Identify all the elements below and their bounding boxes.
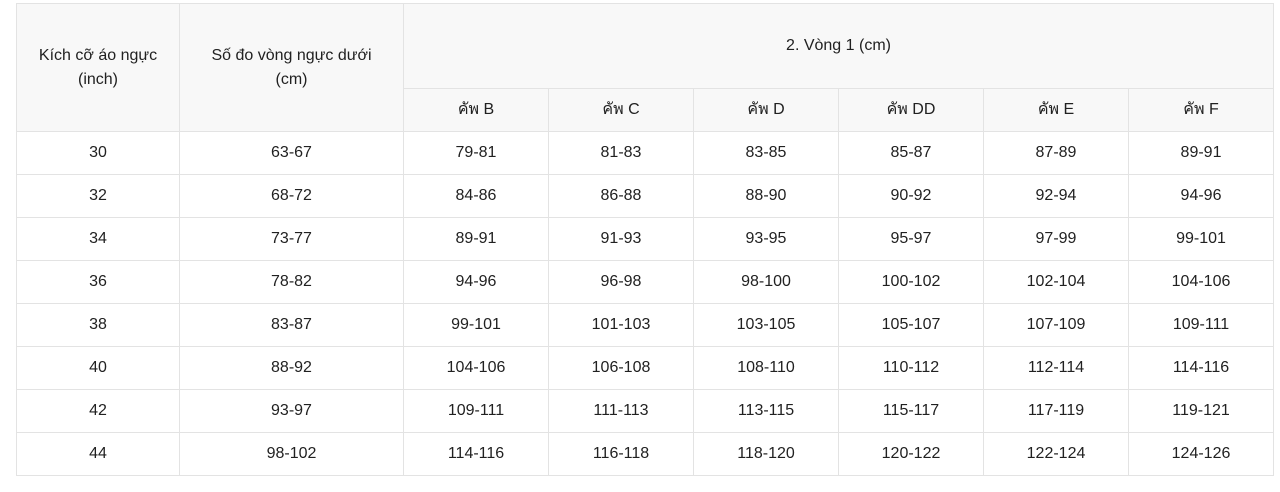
table-cell: 113-115: [693, 389, 839, 433]
table-cell: 99-101: [403, 303, 549, 347]
table-row: 42 93-97 109-111 111-113 113-115 115-117 117-1…: [16, 389, 1275, 433]
table-cell: 78-82: [179, 260, 404, 304]
table-body: 30 63-67 79-81 81-83 83-85 85-87 87-89 89-91 32 6…: [16, 131, 1275, 476]
table-cell: 93-97: [179, 389, 404, 433]
table-cell: 102-104: [983, 260, 1129, 304]
size-chart-container: Kích cỡ áo ngực (inch) Số đo vòng ngực d…: [16, 3, 1275, 476]
table-row: 30 63-67 79-81 81-83 83-85 85-87 87-89 89-91: [16, 131, 1275, 175]
table-cell: 120-122: [838, 432, 984, 476]
table-cell: 94-96: [1127, 174, 1275, 218]
table-cell: 114-116: [1127, 346, 1275, 390]
table-cell: 100-102: [838, 260, 984, 304]
table-cell: 89-91: [403, 217, 549, 261]
table-cell: 98-102: [179, 432, 404, 476]
table-cell: 84-86: [403, 174, 549, 218]
table-cell: 109-111: [1127, 303, 1275, 347]
table-cell: 34: [16, 217, 180, 261]
table-cell: 124-126: [1127, 432, 1275, 476]
table-cell: 93-95: [693, 217, 839, 261]
table-cell: 115-117: [838, 389, 984, 433]
header-row-cups: คัพ B คัพ C คัพ D คัพ DD คัพ E คัพ F: [17, 88, 1275, 132]
table-row: 34 73-77 89-91 91-93 93-95 95-97 97-99 99-101: [16, 217, 1275, 261]
table-cell: 110-112: [838, 346, 984, 390]
table-cell: 99-101: [1127, 217, 1275, 261]
table-row: 32 68-72 84-86 86-88 88-90 90-92 92-94 94-96: [16, 174, 1275, 218]
column-header-underbust-unit: (cm): [275, 70, 308, 88]
column-header-underbust: Số đo vòng ngực dưới (cm): [179, 3, 404, 132]
table-cell: 114-116: [403, 432, 549, 476]
table-cell: 79-81: [403, 131, 549, 175]
table-cell: 108-110: [693, 346, 839, 390]
table-cell: 104-106: [1127, 260, 1275, 304]
column-header-cup-b: คัพ B: [403, 88, 549, 132]
table-cell: 36: [16, 260, 180, 304]
table-cell: 83-87: [179, 303, 404, 347]
column-header-cup-e: คัพ E: [983, 88, 1129, 132]
table-cell: 109-111: [403, 389, 549, 433]
table-cell: 118-120: [693, 432, 839, 476]
table-cell: 32: [16, 174, 180, 218]
column-header-bra-size-label: Kích cỡ áo ngực: [38, 47, 158, 65]
column-header-cup-dd: คัพ DD: [838, 88, 984, 132]
bra-size-chart-table: Kích cỡ áo ngực (inch) Số đo vòng ngực d…: [16, 3, 1275, 476]
column-header-bra-size-unit: (inch): [77, 70, 118, 88]
table-cell: 117-119: [983, 389, 1129, 433]
table-cell: 97-99: [983, 217, 1129, 261]
table-cell: 86-88: [548, 174, 694, 218]
table-cell: 107-109: [983, 303, 1129, 347]
table-cell: 103-105: [693, 303, 839, 347]
header-row-top: Kích cỡ áo ngực (inch) Số đo vòng ngực d…: [16, 3, 1275, 132]
table-cell: 101-103: [548, 303, 694, 347]
table-cell: 63-67: [179, 131, 404, 175]
table-cell: 40: [16, 346, 180, 390]
table-cell: 112-114: [983, 346, 1129, 390]
table-cell: 96-98: [548, 260, 694, 304]
table-row: 40 88-92 104-106 106-108 108-110 110-112 112-1…: [16, 346, 1275, 390]
table-cell: 106-108: [548, 346, 694, 390]
table-cell: 91-93: [548, 217, 694, 261]
table-row: 44 98-102 114-116 116-118 118-120 120-122 122-…: [16, 432, 1275, 476]
table-cell: 92-94: [983, 174, 1129, 218]
table-cell: 116-118: [548, 432, 694, 476]
column-header-cup-c: คัพ C: [548, 88, 694, 132]
table-cell: 88-90: [693, 174, 839, 218]
table-cell: 87-89: [983, 131, 1129, 175]
table-cell: 73-77: [179, 217, 404, 261]
group-header-vong-1: 2. Vòng 1 (cm): [402, 3, 1275, 89]
table-row: 36 78-82 94-96 96-98 98-100 100-102 102-104 104…: [16, 260, 1275, 304]
table-cell: 95-97: [838, 217, 984, 261]
table-cell: 94-96: [403, 260, 549, 304]
table-cell: 111-113: [548, 389, 694, 433]
table-cell: 30: [16, 131, 180, 175]
column-header-bra-size: Kích cỡ áo ngực (inch): [16, 3, 180, 132]
table-cell: 104-106: [403, 346, 549, 390]
column-header-cup-d: คัพ D: [693, 88, 839, 132]
table-cell: 89-91: [1127, 131, 1275, 175]
table-cell: 98-100: [693, 260, 839, 304]
column-header-cup-f: คัพ F: [1127, 88, 1275, 132]
table-cell: 119-121: [1127, 389, 1275, 433]
table-cell: 81-83: [548, 131, 694, 175]
table-row: 38 83-87 99-101 101-103 103-105 105-107 107-10…: [16, 303, 1275, 347]
table-cell: 122-124: [983, 432, 1129, 476]
table-cell: 83-85: [693, 131, 839, 175]
table-cell: 44: [16, 432, 180, 476]
table-cell: 85-87: [838, 131, 984, 175]
table-cell: 105-107: [838, 303, 984, 347]
table-cell: 38: [16, 303, 180, 347]
table-cell: 42: [16, 389, 180, 433]
table-cell: 90-92: [838, 174, 984, 218]
table-cell: 88-92: [179, 346, 404, 390]
table-cell: 68-72: [179, 174, 404, 218]
column-header-underbust-label: Số đo vòng ngực dưới: [211, 47, 372, 65]
